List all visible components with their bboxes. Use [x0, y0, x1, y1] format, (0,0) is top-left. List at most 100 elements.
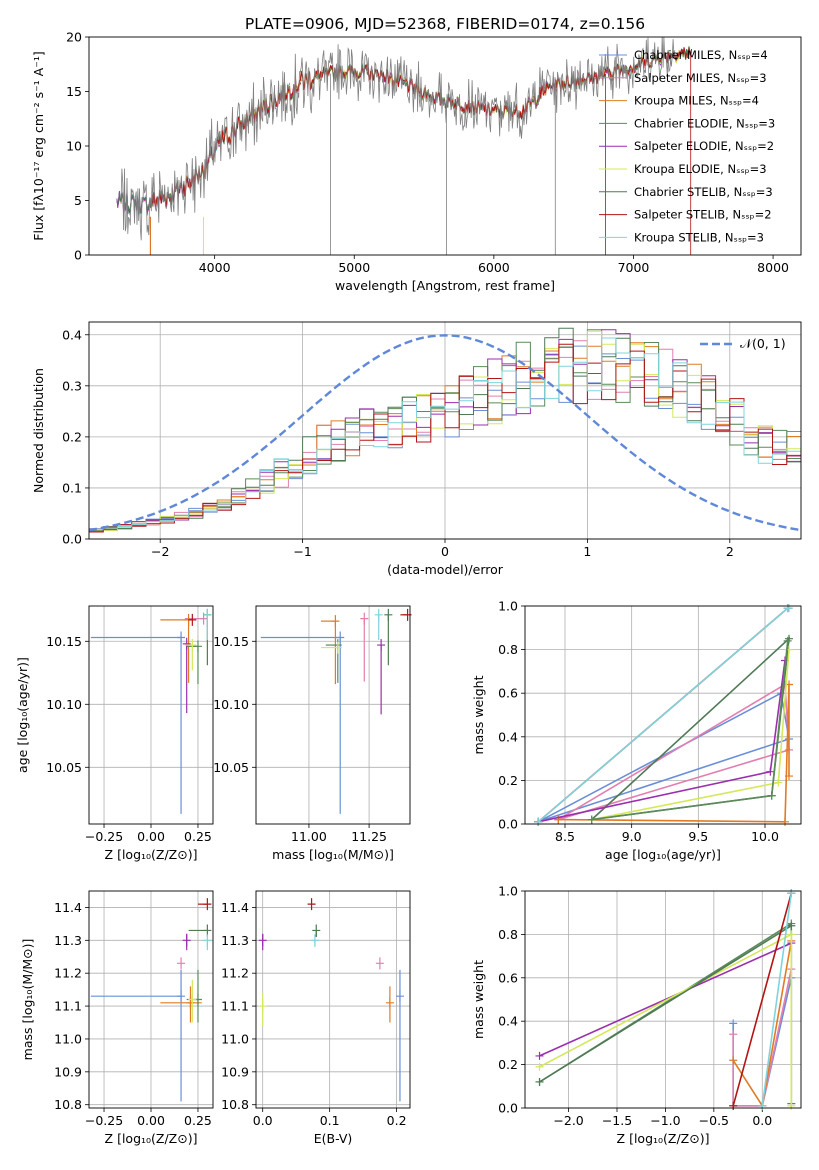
point-marker: [310, 934, 319, 947]
panel-age-vs-mass: 11.00 11.25 10.05 10.10 10.15 mass [log₁₀(M/M…: [213, 605, 412, 862]
x-axis-label: age [log₁₀(age/yr)]: [605, 847, 721, 862]
y-tick-label: 10.10: [46, 697, 82, 712]
point-marker: [336, 631, 345, 644]
y-tick-label: 0.0: [62, 532, 82, 547]
weight-marker: [785, 772, 793, 781]
legend-label: Salpeter ELODIE, Nₛₛₚ=2: [634, 139, 774, 153]
y-tick-label: 10.15: [46, 634, 82, 649]
data-point: [203, 608, 212, 641]
y-tick-label: 0.4: [62, 327, 82, 342]
weight-marker: [729, 1019, 738, 1028]
x-tick-label: 0.25: [184, 1113, 212, 1128]
data-point: [258, 992, 267, 1026]
y-tick-label: 0: [74, 248, 82, 263]
x-tick-label: 2: [726, 544, 734, 559]
point-marker: [360, 612, 369, 625]
point-marker: [182, 934, 191, 947]
x-tick-label: 0.2: [387, 1113, 407, 1128]
point-marker: [258, 934, 267, 947]
x-tick-label: 0.0: [752, 1113, 772, 1128]
y-tick-label: 15: [66, 84, 82, 99]
y-tick-label: 5: [74, 193, 82, 208]
axes-frame: [88, 321, 802, 540]
panel-mass-vs-Z: −0.25 0.00 0.25 10.8 10.9 11.0 11.1 11.2 11.3 11.…: [20, 890, 214, 1146]
point-marker: [188, 993, 197, 1006]
panel-residuals: −2 −1 0 1 2 0.0 0.1 0.2 0.3 0.4 (data-model)/error…: [31, 321, 802, 577]
data-point: [203, 934, 212, 951]
y-axis-label: Flux [fλ10⁻¹⁷ erg cm⁻² s⁻¹ A⁻¹]: [31, 51, 46, 240]
y-axis-label: mass weight: [471, 960, 486, 1039]
data-point: [160, 986, 202, 1023]
point-marker: [177, 990, 186, 1003]
x-tick-label: 0.25: [184, 829, 212, 844]
y-tick-label: 0.2: [498, 1057, 518, 1072]
point-marker: [375, 957, 384, 970]
legend-label: Chabrier ELODIE, Nₛₛₚ=3: [634, 116, 775, 130]
legend-label: Chabrier MILES, Nₛₛₚ=4: [634, 48, 768, 62]
weight-marker: [767, 791, 776, 800]
y-tick-label: 11.0: [54, 1031, 82, 1046]
y-tick-label: 10: [66, 139, 82, 154]
point-marker: [203, 898, 212, 911]
histogram-step-line: [89, 343, 801, 533]
x-tick-label: −0.25: [85, 829, 123, 844]
y-tick-label: 11.3: [221, 933, 249, 948]
gaussian-curve: [89, 334, 801, 532]
weight-marker: [783, 636, 792, 645]
data-point: [320, 615, 340, 685]
data-point: [312, 924, 321, 938]
axes-frame: [255, 890, 411, 1109]
y-tick-label: 10.8: [54, 1097, 82, 1112]
data-point: [184, 639, 197, 671]
data-point: [258, 933, 267, 951]
y-tick-label: 10.05: [46, 760, 82, 775]
x-tick-label: −1.0: [650, 1113, 680, 1128]
data-point: [260, 631, 345, 814]
data-point: [188, 979, 197, 1023]
weight-marker: [729, 1030, 738, 1039]
legend: 𝒩(0, 1): [700, 336, 786, 351]
histogram-step-line: [89, 329, 801, 533]
point-marker: [203, 934, 212, 947]
data-point: [197, 898, 212, 911]
data-point: [320, 641, 342, 654]
data-point: [188, 613, 197, 626]
axes-frame: [88, 605, 214, 825]
data-point: [90, 969, 186, 1102]
y-tick-label: 11.1: [221, 999, 249, 1014]
y-tick-label: 10.9: [54, 1064, 82, 1079]
weight-marker: [729, 1101, 738, 1110]
y-tick-label: 0.2: [62, 429, 82, 444]
y-tick-label: 11.4: [221, 900, 249, 915]
x-tick-label: 0: [441, 544, 449, 559]
axes-frame: [88, 36, 802, 256]
y-tick-label: 10.9: [221, 1064, 249, 1079]
data-point: [384, 608, 393, 666]
data-point: [160, 613, 193, 683]
data-point: [186, 969, 202, 1023]
weight-marker: [766, 767, 775, 776]
x-tick-label: 9.0: [622, 829, 642, 844]
y-tick-label: 0.2: [498, 773, 518, 788]
weight-series-line: [732, 892, 793, 1107]
x-tick-label: 4000: [199, 260, 231, 275]
x-axis-label: Z [log₁₀(Z/Z⊙)]: [105, 1131, 198, 1146]
legend-label: Salpeter STELIB, Nₛₛₚ=2: [634, 208, 772, 222]
chart-title: PLATE=0906, MJD=52368, FIBERID=0174, z=0…: [245, 15, 645, 33]
y-tick-label: 11.2: [221, 966, 249, 981]
spectrum-lines: [116, 37, 692, 255]
axes-frame: [524, 890, 802, 1109]
x-tick-label: 8000: [757, 260, 789, 275]
weight-marker: [785, 604, 793, 613]
x-tick-label: 9.5: [688, 829, 708, 844]
x-tick-label: 7000: [618, 260, 650, 275]
histogram-step-line: [89, 342, 801, 532]
x-axis-label: E(B-V): [314, 1131, 353, 1146]
weight-marker: [587, 815, 596, 824]
x-tick-label: 0.00: [137, 1113, 165, 1128]
weight-marker: [787, 889, 796, 898]
point-marker: [182, 637, 191, 650]
weight-series-line: [557, 683, 790, 821]
histogram-step-line: [89, 337, 801, 530]
